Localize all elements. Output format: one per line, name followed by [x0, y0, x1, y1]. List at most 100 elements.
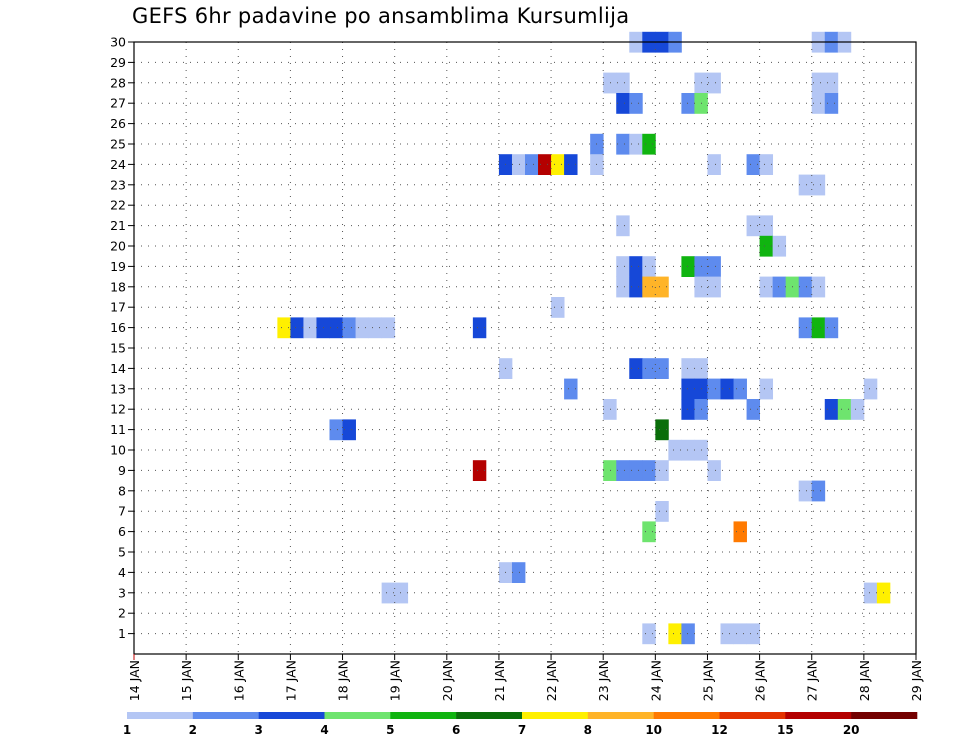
heatmap-cell	[381, 317, 396, 339]
y-tick-label: 14	[110, 361, 126, 376]
x-tick-label: 17 JAN	[283, 660, 298, 701]
heatmap-cell	[564, 154, 578, 175]
heatmap-cell	[772, 235, 787, 257]
heatmap-cell	[564, 378, 578, 400]
legend-swatch	[587, 712, 654, 719]
heatmap-cell	[642, 623, 656, 645]
heatmap-cell	[720, 378, 734, 400]
y-tick-label: 3	[118, 585, 126, 600]
y-tick-label: 27	[110, 96, 126, 111]
legend-swatch	[324, 712, 391, 719]
legend-label: 5	[386, 723, 394, 737]
x-tick-label: 21 JAN	[492, 660, 507, 701]
y-tick-label: 21	[110, 218, 126, 233]
heatmap-cell	[629, 358, 643, 379]
heatmap-cell	[850, 399, 865, 420]
heatmap-cell	[863, 378, 878, 400]
heatmap-cell	[329, 317, 343, 339]
heatmap-cell	[811, 276, 826, 298]
legend-swatch	[258, 712, 325, 719]
heatmap-cell	[681, 439, 695, 461]
heatmap-cell	[472, 460, 487, 481]
heatmap-cell	[772, 276, 787, 298]
y-tick-label: 11	[110, 422, 126, 437]
legend-label: 7	[518, 723, 526, 737]
y-tick-label: 5	[118, 545, 126, 560]
heatmap-cell	[733, 623, 747, 645]
axes: 1234567891011121314151617181920212223242…	[110, 35, 924, 702]
legend-swatch	[522, 712, 589, 719]
y-tick-label: 19	[110, 259, 126, 274]
x-tick-label: 20 JAN	[440, 660, 455, 701]
legend-label: 20	[843, 723, 860, 737]
y-tick-label: 15	[110, 341, 126, 356]
heatmap-cell	[707, 460, 721, 481]
heatmap-cell	[798, 174, 813, 196]
heatmap-cell	[629, 133, 643, 155]
heatmap-cell	[368, 317, 383, 339]
legend-label: 10	[645, 723, 662, 737]
heatmap-cell	[616, 215, 630, 237]
heatmap-cell	[642, 460, 656, 481]
y-tick-label: 6	[118, 524, 126, 539]
y-tick-label: 13	[110, 381, 126, 396]
heatmap-cell	[759, 235, 774, 257]
y-tick-label: 2	[118, 606, 126, 621]
heatmap-cell	[511, 562, 526, 583]
x-tick-label: 14 JAN	[127, 660, 142, 701]
heatmap-cell	[616, 93, 630, 114]
legend-swatch	[719, 712, 786, 719]
heatmap-cell	[290, 317, 304, 339]
x-tick-label: 25 JAN	[700, 660, 715, 701]
heatmap-cell	[616, 276, 630, 298]
y-tick-label: 20	[110, 239, 126, 254]
heatmap-cell	[746, 623, 760, 645]
x-tick-label: 26 JAN	[753, 660, 768, 701]
y-tick-label: 24	[110, 157, 126, 172]
heatmap-cell	[746, 399, 760, 420]
y-tick-label: 28	[110, 75, 126, 90]
legend-label: 3	[254, 723, 262, 737]
chart-title: GEFS 6hr padavine po ansamblima Kursumli…	[132, 4, 630, 28]
heatmap-cell	[811, 317, 826, 339]
y-tick-label: 22	[110, 198, 126, 213]
y-tick-label: 26	[110, 116, 126, 131]
heatmap-cell	[655, 276, 669, 298]
heatmap-cell	[629, 276, 643, 298]
heatmap-cell	[681, 399, 695, 420]
heatmap-cell	[655, 419, 669, 441]
heatmap-cell	[655, 501, 669, 522]
grid-lines	[134, 41, 916, 654]
heatmap-cell	[342, 317, 356, 339]
heatmap-cell	[681, 256, 695, 277]
heatmap-cell	[642, 133, 656, 155]
y-tick-label: 30	[110, 35, 126, 50]
x-tick-label: 15 JAN	[179, 660, 194, 701]
heatmap-cell	[824, 399, 839, 420]
heatmap-cell	[642, 358, 656, 379]
legend-label: 15	[777, 723, 794, 737]
heatmap-cell	[303, 317, 317, 339]
heatmap-cell	[342, 419, 356, 441]
y-tick-label: 4	[118, 565, 126, 580]
heatmap-cell	[642, 256, 656, 277]
y-tick-label: 17	[110, 300, 126, 315]
x-tick-label: 22 JAN	[544, 660, 559, 701]
heatmap-cell	[824, 72, 839, 94]
legend-label: 6	[452, 723, 460, 737]
y-tick-label: 18	[110, 279, 126, 294]
legend-label: 8	[584, 723, 592, 737]
color-legend: 1 2 3 4 5 6 7 8 10 12 15 20	[123, 712, 918, 737]
y-tick-label: 9	[118, 463, 126, 478]
heatmap-cell	[824, 93, 839, 114]
legend-label: 4	[320, 723, 328, 737]
heatmap-cell	[616, 460, 630, 481]
heatmap-cell	[811, 480, 826, 502]
heatmap-cell	[668, 439, 682, 461]
heatmap-cell	[707, 276, 721, 298]
legend-swatch	[390, 712, 457, 719]
heatmap-cell	[746, 215, 760, 237]
y-tick-label: 1	[118, 626, 126, 641]
x-tick-label: 24 JAN	[648, 660, 663, 701]
